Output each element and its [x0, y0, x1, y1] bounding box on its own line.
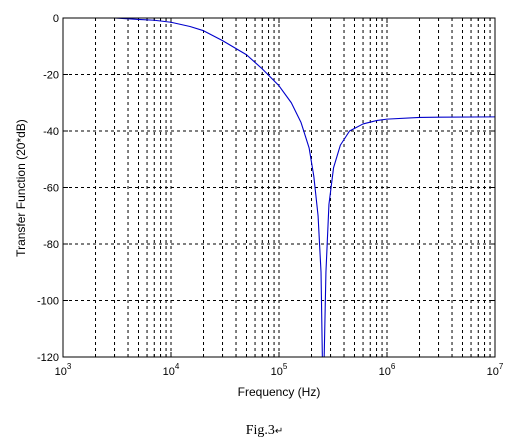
- y-axis-label: Transfer Function (20*dB): [14, 119, 28, 257]
- x-tick-label: 103: [55, 362, 72, 378]
- series-layer: [63, 17, 496, 358]
- plot-frame: [62, 17, 496, 358]
- figure-caption: Fig.3↵: [0, 423, 529, 439]
- x-tick-label: 104: [163, 362, 180, 378]
- x-tick-labels: 103 104 105 106 107: [55, 362, 504, 378]
- y-tick-label: -20: [43, 70, 59, 82]
- y-tick-label: -80: [43, 239, 59, 251]
- figure-caption-text: Fig.3: [245, 423, 275, 438]
- y-tick-label: -40: [43, 126, 59, 138]
- x-tick-label: 105: [271, 362, 288, 378]
- y-tick-label: -100: [37, 296, 59, 308]
- y-tick-label: -120: [37, 352, 59, 364]
- series-line: [63, 17, 496, 358]
- return-mark-icon: ↵: [274, 426, 284, 437]
- x-axis-label: Frequency (Hz): [238, 385, 321, 399]
- y-tick-labels: 0 -20 -40 -60 -80 -100 -120: [37, 13, 59, 364]
- x-tick-label: 107: [487, 362, 504, 378]
- y-tick-label: -60: [43, 183, 59, 195]
- y-tick-label: 0: [53, 13, 59, 25]
- x-tick-label: 106: [379, 362, 396, 378]
